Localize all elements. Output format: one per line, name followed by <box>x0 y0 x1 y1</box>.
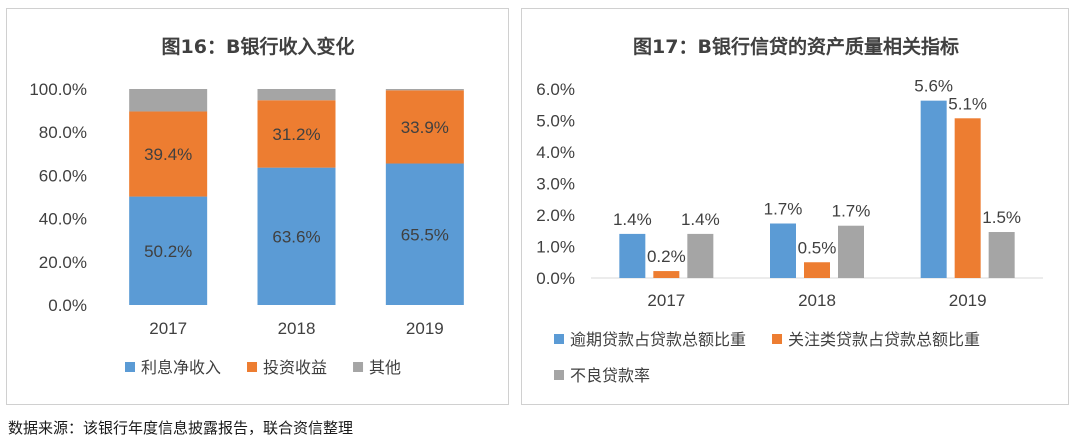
bar <box>770 223 796 278</box>
legend-swatch <box>353 362 364 372</box>
y-tick-label: 20.0% <box>39 253 87 272</box>
legend-swatch <box>554 370 564 380</box>
x-tick-label: 2017 <box>647 291 685 310</box>
bar <box>838 225 864 278</box>
y-tick-label: 3.0% <box>536 175 575 194</box>
chart-title: 图16：B银行收入变化 <box>162 35 355 58</box>
chart-title: 图17：B银行信贷的资产质量相关指标 <box>633 35 959 58</box>
y-tick-label: 6.0% <box>536 80 575 99</box>
y-tick-label: 100.0% <box>29 80 87 99</box>
y-tick-label: 60.0% <box>39 166 87 185</box>
bar <box>619 233 646 278</box>
legend-label: 利息净收入 <box>141 358 221 377</box>
asset-quality-chart: 图17：B银行信贷的资产质量相关指标 0.0% 1.0% 2.0% 3.0% 4.0% 5.… <box>536 35 1043 385</box>
legend-label: 逾期贷款占贷款总额比重 <box>570 330 746 349</box>
bar <box>804 262 830 278</box>
bar-segment <box>129 89 208 112</box>
data-label: 1.5% <box>982 208 1021 227</box>
data-source-note: 数据来源：该银行年度信息披露报告，联合资信整理 <box>8 419 354 437</box>
legend-label: 其他 <box>369 358 401 377</box>
bar-segment <box>129 111 208 197</box>
y-tick-label: 0.0% <box>536 269 575 288</box>
data-label: 0.2% <box>647 247 686 266</box>
y-tick-label: 4.0% <box>536 143 575 162</box>
bar-segment <box>257 100 336 168</box>
bar-segment <box>257 89 336 101</box>
data-label: 65.5% <box>401 225 449 244</box>
legend-swatch <box>772 334 783 344</box>
bar <box>920 100 947 278</box>
legend-label: 关注类贷款占贷款总额比重 <box>788 330 980 349</box>
x-tick-label: 2018 <box>278 319 316 338</box>
bar <box>954 118 981 278</box>
y-tick-label: 5.0% <box>536 112 575 131</box>
data-label: 33.9% <box>401 118 449 137</box>
data-label: 1.7% <box>764 200 803 219</box>
legend-label: 投资收益 <box>263 358 327 377</box>
y-tick-label: 1.0% <box>536 238 575 257</box>
data-label: 39.4% <box>144 145 192 164</box>
bar-segment <box>385 90 464 164</box>
legend-swatch <box>247 362 258 372</box>
y-tick-label: 0.0% <box>48 296 87 315</box>
y-tick-label: 80.0% <box>39 123 87 142</box>
data-label: 5.1% <box>948 94 987 113</box>
chart-panel-asset-quality: 图17：B银行信贷的资产质量相关指标 0.0% 1.0% 2.0% 3.0% 4.0% 5.… <box>521 8 1069 405</box>
bar <box>653 271 680 278</box>
y-tick-label: 2.0% <box>536 206 575 225</box>
bar <box>988 232 1015 278</box>
income-chart: 图16：B银行收入变化 0.0% 20.0% 40.0% 60.0% 80.0% 100.0… <box>29 35 464 377</box>
x-tick-label: 2019 <box>949 291 987 310</box>
data-label: 63.6% <box>272 227 320 246</box>
bar-segment <box>385 89 464 91</box>
chart-panel-income: 图16：B银行收入变化 0.0% 20.0% 40.0% 60.0% 80.0% 100.0… <box>6 8 509 405</box>
legend-swatch <box>125 362 135 372</box>
data-label: 1.7% <box>832 202 871 221</box>
data-label: 50.2% <box>144 242 192 261</box>
bar <box>687 233 714 278</box>
legend-label: 不良贷款率 <box>570 366 650 385</box>
data-label: 31.2% <box>272 125 320 144</box>
legend-swatch <box>554 334 564 344</box>
bar-segment <box>385 163 464 305</box>
data-label: 1.4% <box>681 210 720 229</box>
data-label: 1.4% <box>613 210 652 229</box>
y-tick-label: 40.0% <box>39 210 87 229</box>
data-label: 5.6% <box>914 77 953 96</box>
bar-segment <box>129 196 208 305</box>
bar-segment <box>257 167 336 305</box>
x-tick-label: 2019 <box>406 319 444 338</box>
x-tick-label: 2018 <box>798 291 836 310</box>
data-label: 0.5% <box>798 238 837 257</box>
x-tick-label: 2017 <box>149 319 187 338</box>
